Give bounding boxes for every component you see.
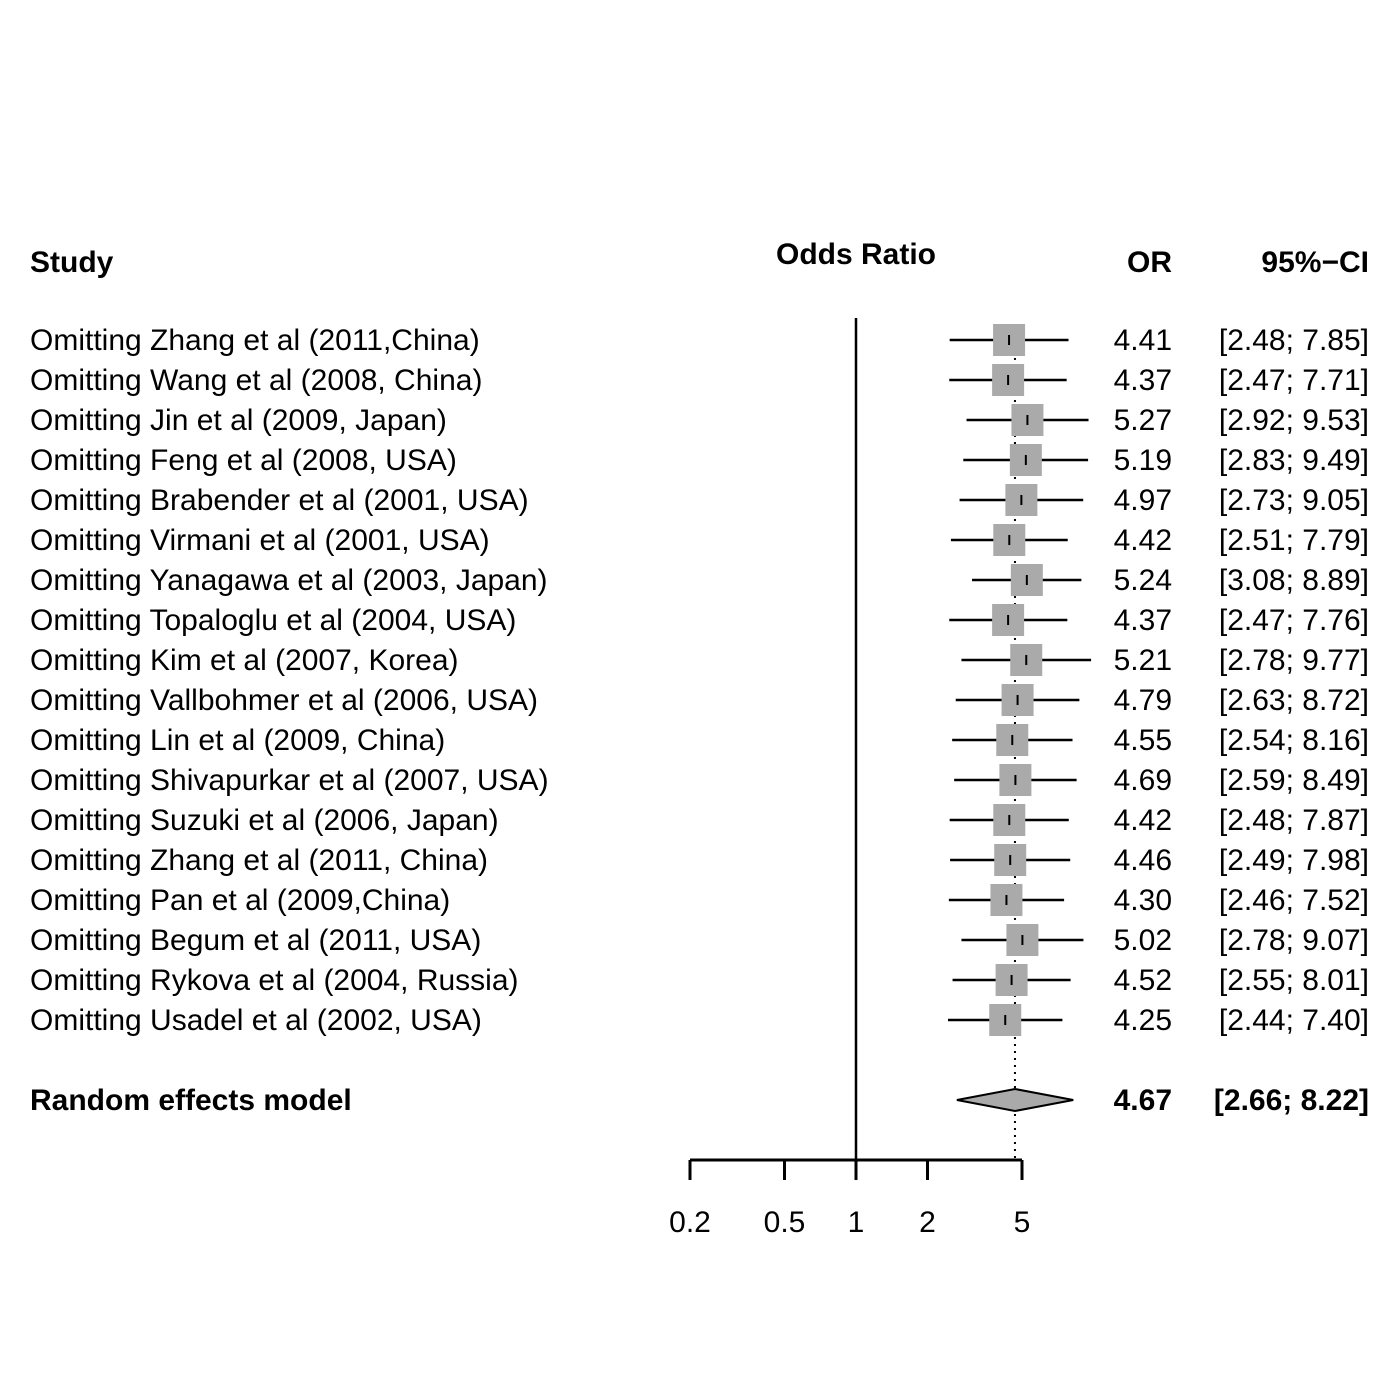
study-ci-value: [2.78; 9.77] (1219, 644, 1369, 677)
study-or-value: 4.42 (1114, 524, 1172, 557)
study-or-value: 4.41 (1114, 324, 1172, 357)
pooled-or-value: 4.67 (1114, 1084, 1172, 1117)
x-axis-tick-label: 5 (1014, 1206, 1031, 1239)
study-ci-value: [2.59; 8.49] (1219, 764, 1369, 797)
study-label: Omitting Rykova et al (2004, Russia) (30, 964, 519, 997)
header-study: Study (30, 246, 114, 279)
study-or-value: 5.21 (1114, 644, 1172, 677)
study-or-value: 4.55 (1114, 724, 1172, 757)
study-or-value: 4.46 (1114, 844, 1172, 877)
study-label: Omitting Zhang et al (2011, China) (30, 844, 488, 877)
study-label: Omitting Topaloglu et al (2004, USA) (30, 604, 516, 637)
study-or-value: 5.24 (1114, 564, 1172, 597)
study-or-value: 4.30 (1114, 884, 1172, 917)
study-ci-value: [2.48; 7.87] (1219, 804, 1369, 837)
study-label: Omitting Brabender et al (2001, USA) (30, 484, 529, 517)
header-odds-ratio: Odds Ratio (776, 238, 936, 271)
study-ci-value: [2.78; 9.07] (1219, 924, 1369, 957)
study-label: Omitting Lin et al (2009, China) (30, 724, 445, 757)
study-or-value: 4.97 (1114, 484, 1172, 517)
study-ci-value: [2.92; 9.53] (1219, 404, 1369, 437)
pooled-ci-value: [2.66; 8.22] (1214, 1084, 1369, 1117)
x-axis-tick-label: 2 (919, 1206, 936, 1239)
study-label: Omitting Kim et al (2007, Korea) (30, 644, 459, 677)
study-or-value: 5.19 (1114, 444, 1172, 477)
study-or-value: 5.02 (1114, 924, 1172, 957)
study-label: Omitting Pan et al (2009,China) (30, 884, 450, 917)
study-label: Omitting Suzuki et al (2006, Japan) (30, 804, 499, 837)
study-label: Omitting Jin et al (2009, Japan) (30, 404, 447, 437)
study-ci-value: [2.48; 7.85] (1219, 324, 1369, 357)
pooled-diamond (956, 1087, 1074, 1113)
study-ci-value: [2.54; 8.16] (1219, 724, 1369, 757)
study-ci-value: [2.49; 7.98] (1219, 844, 1369, 877)
study-label: Omitting Vallbohmer et al (2006, USA) (30, 684, 538, 717)
study-label: Omitting Wang et al (2008, China) (30, 364, 482, 397)
study-or-value: 4.79 (1114, 684, 1172, 717)
study-label: Omitting Feng et al (2008, USA) (30, 444, 457, 477)
study-ci-value: [2.47; 7.76] (1219, 604, 1369, 637)
study-or-value: 4.37 (1114, 604, 1172, 637)
study-ci-value: [2.44; 7.40] (1219, 1004, 1369, 1037)
plot-layer: Omitting Zhang et al (2011,China) 4.41 [2.… (30, 318, 1369, 1239)
x-axis-tick-label: 0.2 (669, 1206, 711, 1239)
study-label: Omitting Usadel et al (2002, USA) (30, 1004, 482, 1037)
study-or-value: 4.69 (1114, 764, 1172, 797)
study-or-value: 4.42 (1114, 804, 1172, 837)
study-label: Omitting Virmani et al (2001, USA) (30, 524, 490, 557)
study-or-value: 4.25 (1114, 1004, 1172, 1037)
x-axis-tick-label: 0.5 (764, 1206, 806, 1239)
x-axis-tick-label: 1 (848, 1206, 865, 1239)
study-ci-value: [2.46; 7.52] (1219, 884, 1369, 917)
pooled-label: Random effects model (30, 1084, 352, 1117)
study-ci-value: [2.63; 8.72] (1219, 684, 1369, 717)
study-ci-value: [2.73; 9.05] (1219, 484, 1369, 517)
study-or-value: 5.27 (1114, 404, 1172, 437)
study-label: Omitting Begum et al (2011, USA) (30, 924, 481, 957)
study-label: Omitting Shivapurkar et al (2007, USA) (30, 764, 549, 797)
study-label: Omitting Zhang et al (2011,China) (30, 324, 480, 357)
study-label: Omitting Yanagawa et al (2003, Japan) (30, 564, 548, 597)
study-ci-value: [2.55; 8.01] (1219, 964, 1369, 997)
study-or-value: 4.52 (1114, 964, 1172, 997)
header-or: OR (1127, 246, 1172, 279)
study-ci-value: [2.83; 9.49] (1219, 444, 1369, 477)
study-ci-value: [2.47; 7.71] (1219, 364, 1369, 397)
study-ci-value: [2.51; 7.79] (1219, 524, 1369, 557)
header-ci: 95%−CI (1261, 246, 1369, 279)
study-or-value: 4.37 (1114, 364, 1172, 397)
study-ci-value: [3.08; 8.89] (1219, 564, 1369, 597)
